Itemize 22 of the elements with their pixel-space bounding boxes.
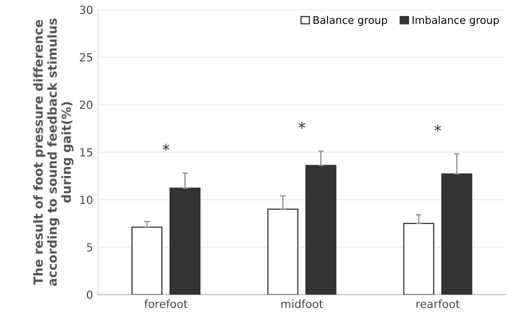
y-axis-title: The result of foot pressure difference according to sound feedback stimulus during gait(%) (33, 18, 74, 286)
bar (441, 173, 472, 295)
legend-label: Imbalance group (412, 16, 499, 26)
y-tick-label: 30 (80, 6, 92, 14)
y-tick-label: 20 (80, 100, 92, 110)
bar (403, 222, 434, 295)
annotation: * (162, 144, 170, 151)
y-tick-label: 5 (86, 243, 92, 252)
x-tick-label: rearfoot (416, 299, 460, 308)
bar (131, 226, 162, 295)
annotation: * (434, 124, 442, 132)
y-tick-label: 10 (80, 196, 92, 204)
legend-label: Balance group (314, 16, 388, 26)
bar (305, 164, 336, 295)
bar (170, 188, 201, 295)
y-tick-label: 0 (86, 290, 92, 300)
x-tick-label: midfoot (281, 299, 324, 308)
x-tick-label: forefoot (144, 299, 188, 308)
bar (267, 208, 298, 295)
y-tick-label: 15 (80, 148, 92, 157)
y-tick-label: 25 (80, 53, 92, 62)
annotation: * (298, 122, 306, 129)
